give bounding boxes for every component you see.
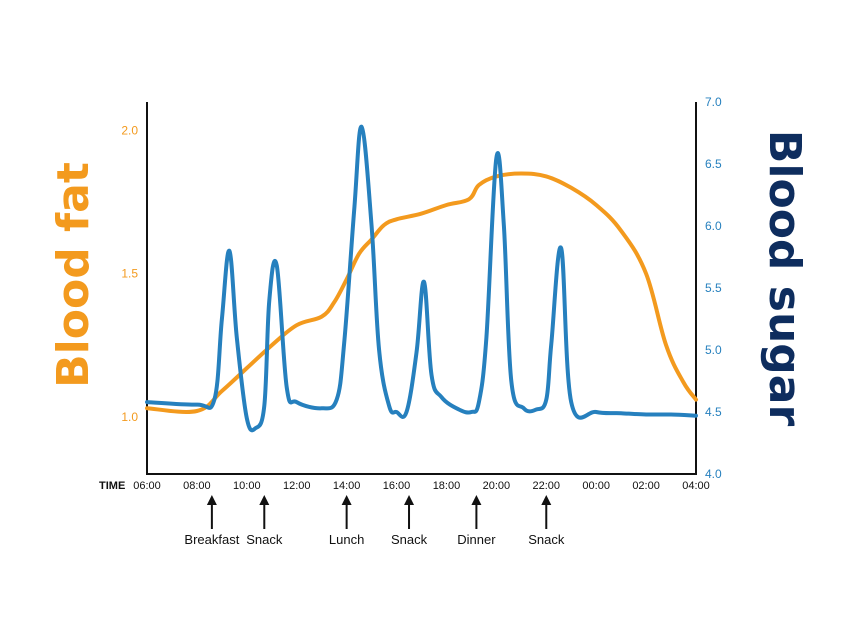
event-label: Breakfast: [184, 532, 239, 547]
right-tick-label: 5.5: [705, 281, 722, 295]
event-arrow-head: [404, 495, 415, 505]
left-tick-label: 1.0: [121, 410, 138, 424]
x-axis-title: TIME: [99, 480, 125, 492]
right-axis-ticks: 4.0 4.5 5.0 5.5 6.0 6.5 7.0: [705, 95, 722, 481]
right-tick-label: 4.0: [705, 467, 722, 481]
event-arrow-head: [541, 495, 552, 505]
blood-fat-line: [145, 171, 698, 414]
right-tick-label: 6.5: [705, 157, 722, 171]
event-arrow-head: [259, 495, 270, 505]
x-tick-label: 00:00: [582, 480, 610, 492]
event-label: Dinner: [457, 532, 496, 547]
x-tick-label: 10:00: [233, 480, 261, 492]
x-tick-label: 22:00: [533, 480, 561, 492]
x-tick-label: 12:00: [283, 480, 311, 492]
right-axis-label: Blood sugar: [759, 130, 810, 427]
x-tick-label: 02:00: [632, 480, 660, 492]
right-tick-label: 5.0: [705, 343, 722, 357]
event-label: Snack: [528, 532, 565, 547]
right-tick-label: 4.5: [705, 405, 722, 419]
x-tick-label: 04:00: [682, 480, 710, 492]
axes: [146, 102, 697, 475]
right-tick-label: 7.0: [705, 95, 722, 109]
left-axis-ticks: 1.0 1.5 2.0: [121, 124, 138, 424]
x-tick-label: 08:00: [183, 480, 211, 492]
x-tick-label: 06:00: [133, 480, 161, 492]
left-tick-label: 1.5: [121, 267, 138, 281]
right-tick-label: 6.0: [705, 219, 722, 233]
series-layer: [145, 124, 698, 433]
blood-sugar-line: [145, 124, 698, 433]
event-label: Snack: [246, 532, 283, 547]
x-tick-label: 16:00: [383, 480, 411, 492]
event-arrow-head: [206, 495, 217, 505]
x-tick-label: 18:00: [433, 480, 461, 492]
x-tick-label: 14:00: [333, 480, 361, 492]
x-tick-label: 20:00: [483, 480, 511, 492]
left-tick-label: 2.0: [121, 124, 138, 138]
left-axis-label: Blood fat: [48, 162, 99, 388]
meal-events: Breakfast Snack Lunch Snack Dinner Snack: [184, 495, 565, 547]
event-label: Snack: [391, 532, 428, 547]
event-label: Lunch: [329, 532, 364, 547]
x-axis-ticks: TIME 06:00 08:00 10:00 12:00 14:00 16:00 18:00…: [99, 480, 710, 492]
event-arrow-head: [471, 495, 482, 505]
event-arrow-head: [341, 495, 352, 505]
